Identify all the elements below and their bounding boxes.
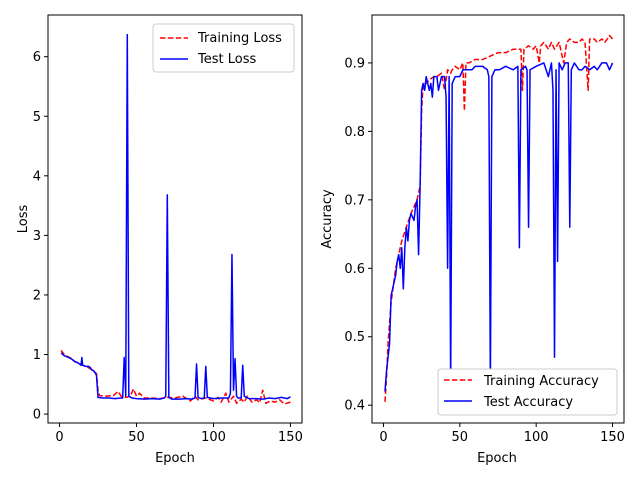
accuracy-training-line bbox=[384, 34, 614, 402]
accuracy-y-tick-label: 0.5 bbox=[344, 330, 365, 345]
accuracy-y-tick-label: 0.4 bbox=[344, 399, 365, 414]
accuracy-legend-training-label: Training Accuracy bbox=[483, 374, 599, 389]
loss-y-axis-label: Loss bbox=[16, 205, 31, 234]
accuracy-x-axis-label: Epoch bbox=[477, 451, 517, 466]
accuracy-y-tick-label: 0.7 bbox=[344, 193, 365, 208]
loss-x-tick-label: 100 bbox=[201, 430, 226, 445]
loss-legend-box bbox=[152, 23, 295, 73]
loss-y-tick-label: 6 bbox=[33, 50, 41, 65]
accuracy-panel: 0 50 100 150 0.4 0.5 0.6 0.7 0.8 0.9 Epoch Accura… bbox=[320, 14, 625, 466]
loss-x-tick-label: 50 bbox=[128, 430, 145, 445]
loss-legend-training-label: Training Loss bbox=[197, 31, 282, 46]
loss-x-axis-label: Epoch bbox=[155, 451, 195, 466]
loss-y-tick-label: 3 bbox=[33, 229, 41, 244]
accuracy-x-tick-label: 0 bbox=[379, 430, 387, 445]
loss-y-tick-label: 4 bbox=[33, 169, 41, 184]
loss-panel: 0 50 100 150 0 1 2 3 4 5 6 Epoch Loss Training Los… bbox=[16, 14, 303, 466]
loss-test-line bbox=[60, 33, 291, 400]
accuracy-y-tick-label: 0.6 bbox=[344, 262, 365, 277]
loss-y-tick-label: 1 bbox=[33, 348, 41, 363]
loss-x-tick-label: 150 bbox=[278, 430, 303, 445]
loss-y-tick-label: 0 bbox=[33, 408, 41, 423]
accuracy-x-tick-label: 50 bbox=[452, 430, 469, 445]
accuracy-x-tick-label: 150 bbox=[600, 430, 625, 445]
accuracy-y-tick-label: 0.8 bbox=[344, 125, 365, 140]
accuracy-legend-test-label: Test Accuracy bbox=[483, 395, 573, 410]
accuracy-y-tick-label: 0.9 bbox=[344, 56, 365, 71]
loss-y-tick-label: 5 bbox=[33, 110, 41, 125]
accuracy-test-line bbox=[384, 62, 614, 392]
accuracy-legend: Training Accuracy Test Accuracy bbox=[437, 368, 618, 416]
loss-y-tick-label: 2 bbox=[33, 288, 41, 303]
loss-legend-test-label: Test Loss bbox=[197, 52, 256, 67]
accuracy-x-tick-label: 100 bbox=[524, 430, 549, 445]
loss-legend: Training Loss Test Loss bbox=[152, 23, 295, 73]
accuracy-legend-box bbox=[437, 368, 618, 416]
accuracy-y-axis-label: Accuracy bbox=[320, 189, 335, 249]
loss-plot-frame bbox=[47, 14, 303, 424]
accuracy-plot-frame bbox=[371, 14, 625, 424]
loss-training-line bbox=[60, 349, 291, 405]
loss-x-tick-label: 0 bbox=[55, 430, 63, 445]
